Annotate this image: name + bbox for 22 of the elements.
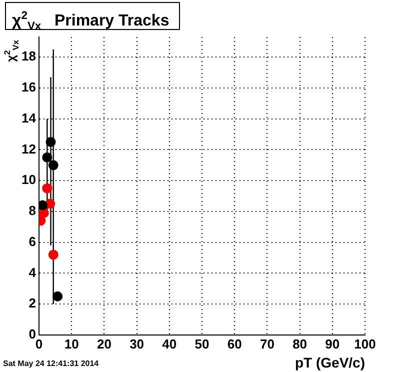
- x-tick-label: 20: [96, 336, 112, 352]
- y-tick-label: 4: [28, 264, 37, 280]
- y-tick-label: 14: [22, 110, 37, 126]
- x-tick-label: 50: [194, 336, 210, 352]
- text: Sat May 24 12:41:31 2014: [3, 359, 100, 368]
- y-tick-label: 6: [28, 234, 36, 249]
- y-tick-label: 8: [28, 203, 36, 218]
- y-tick-label: 12: [22, 141, 36, 156]
- y-tick-label: 18: [22, 48, 36, 64]
- x-tick-label: 10: [64, 336, 79, 352]
- x-tick-label: 90: [325, 336, 340, 352]
- y-tick-label: 2: [28, 296, 36, 311]
- y-tick-label: 0: [28, 326, 36, 342]
- x-tick-label: 100: [354, 336, 376, 352]
- y-tick-label: 16: [22, 80, 36, 95]
- x-tick-label: 80: [292, 336, 308, 352]
- y-tick-label: 10: [22, 172, 36, 188]
- x-tick-label: 30: [130, 336, 144, 352]
- x-tick-label: 60: [227, 336, 242, 352]
- x-tick-label: 40: [162, 336, 177, 352]
- x-axis-title: pT (GeV/c): [294, 354, 365, 370]
- x-tick-label: 70: [260, 336, 274, 352]
